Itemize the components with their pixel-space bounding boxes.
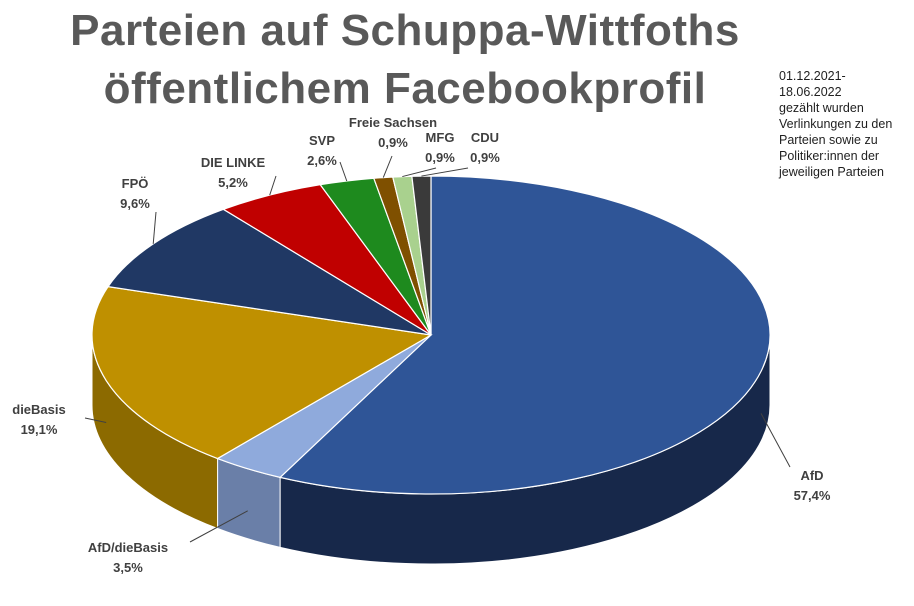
leader-line [84, 417, 107, 424]
leader-line [189, 510, 248, 543]
slice-label-value: 3,5% [113, 560, 143, 575]
slice-label-value: 19,1% [21, 422, 58, 437]
leader-line [760, 413, 791, 468]
note-line: jeweiligen Parteien [779, 165, 884, 179]
note-line: Politiker:innen der [779, 149, 880, 163]
slice-label-name: dieBasis [12, 402, 65, 417]
pie-slice-diebasis [91, 285, 433, 460]
slice-label-name: AfD [800, 468, 823, 483]
note-line: gezählt wurden [779, 101, 864, 115]
slice-label-name: AfD/dieBasis [88, 540, 168, 555]
slice-label-value: 0,9% [470, 150, 500, 165]
leader-line [402, 167, 437, 178]
slice-label-name: MFG [426, 130, 455, 145]
chart-title-line-2: öffentlichem Facebookprofil [103, 64, 707, 113]
slice-label-value: 9,6% [120, 196, 150, 211]
chart-title-line-1: Parteien auf Schuppa-Wittfoths [70, 6, 740, 55]
leader-line [269, 175, 277, 196]
slice-label-value: 0,9% [378, 135, 408, 150]
note-line: Verlinkungen zu den [779, 117, 893, 131]
pie-slice-afd [278, 175, 771, 495]
leader-line [339, 161, 348, 182]
slice-label-value: 57,4% [794, 488, 831, 503]
pie-slice-cdu [411, 175, 432, 336]
slice-label-name: DIE LINKE [201, 155, 266, 170]
slice-label-name: SVP [309, 133, 335, 148]
slice-label-value: 2,6% [307, 153, 337, 168]
leader-line [152, 211, 157, 244]
slice-label-value: 5,2% [218, 175, 248, 190]
slice-label-name: Freie Sachsen [349, 115, 437, 130]
slice-label-name: FPÖ [122, 176, 149, 191]
chart-note: 01.12.2021- 18.06.2022 gezählt wurden Ve… [779, 68, 911, 180]
note-line: 01.12.2021- [779, 69, 846, 83]
leader-line [421, 167, 469, 177]
slice-label-name: CDU [471, 130, 499, 145]
note-line: Parteien sowie zu [779, 133, 878, 147]
slice-label-value: 0,9% [425, 150, 455, 165]
note-line: 18.06.2022 [779, 85, 842, 99]
leader-line [382, 155, 393, 178]
